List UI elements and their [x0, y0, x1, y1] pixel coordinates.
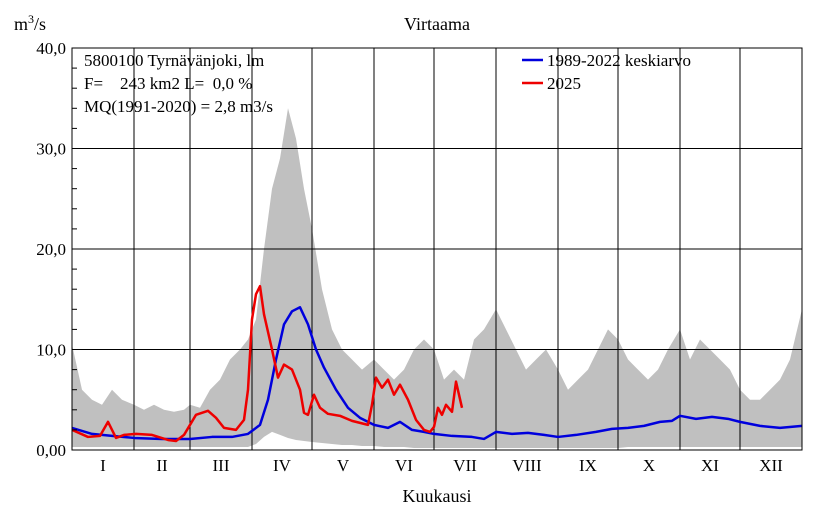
y-ticks: 0,00 10,0 20,0 30,0 40,0: [36, 39, 80, 460]
series-line-0: [71, 306, 803, 441]
legend-label-2025: 2025: [547, 74, 581, 93]
month-labels: I II III IV V VI VII VIII IX X XI XII: [100, 456, 783, 475]
month-label: VII: [453, 456, 477, 475]
legend: 1989-2022 keskiarvo 2025: [522, 51, 691, 93]
month-label: VIII: [512, 456, 542, 475]
y-tick-label: 10,0: [36, 341, 66, 360]
month-label: VI: [395, 456, 413, 475]
y-tick-label: 30,0: [36, 140, 66, 159]
y-axis-label: m3/s: [14, 12, 46, 34]
month-label: II: [156, 456, 168, 475]
month-label: XI: [701, 456, 719, 475]
month-label: IX: [579, 456, 597, 475]
station-info: 5800100 Tyrnävänjoki, lm F= 243 km2 L= 0…: [84, 51, 273, 116]
month-label: V: [337, 456, 350, 475]
month-label: X: [643, 456, 655, 475]
y-tick-label: 20,0: [36, 240, 66, 259]
month-label: I: [100, 456, 106, 475]
y-tick-label: 0,00: [36, 441, 66, 460]
series-lines: [71, 284, 803, 443]
range-band: [72, 108, 802, 448]
range-band-area: [72, 108, 802, 448]
month-label: XII: [759, 456, 783, 475]
month-label: IV: [273, 456, 292, 475]
info-line-station: 5800100 Tyrnävänjoki, lm: [84, 51, 264, 70]
legend-label-average: 1989-2022 keskiarvo: [547, 51, 691, 70]
month-label: III: [213, 456, 230, 475]
info-line-area: F= 243 km2 L= 0,0 %: [84, 74, 252, 93]
series-line-1: [71, 284, 464, 443]
y-tick-label: 40,0: [36, 39, 66, 58]
chart-title: Virtaama: [404, 14, 470, 34]
x-axis-label: Kuukausi: [403, 486, 472, 506]
info-line-mq: MQ(1991-2020) = 2,8 m3/s: [84, 97, 273, 116]
